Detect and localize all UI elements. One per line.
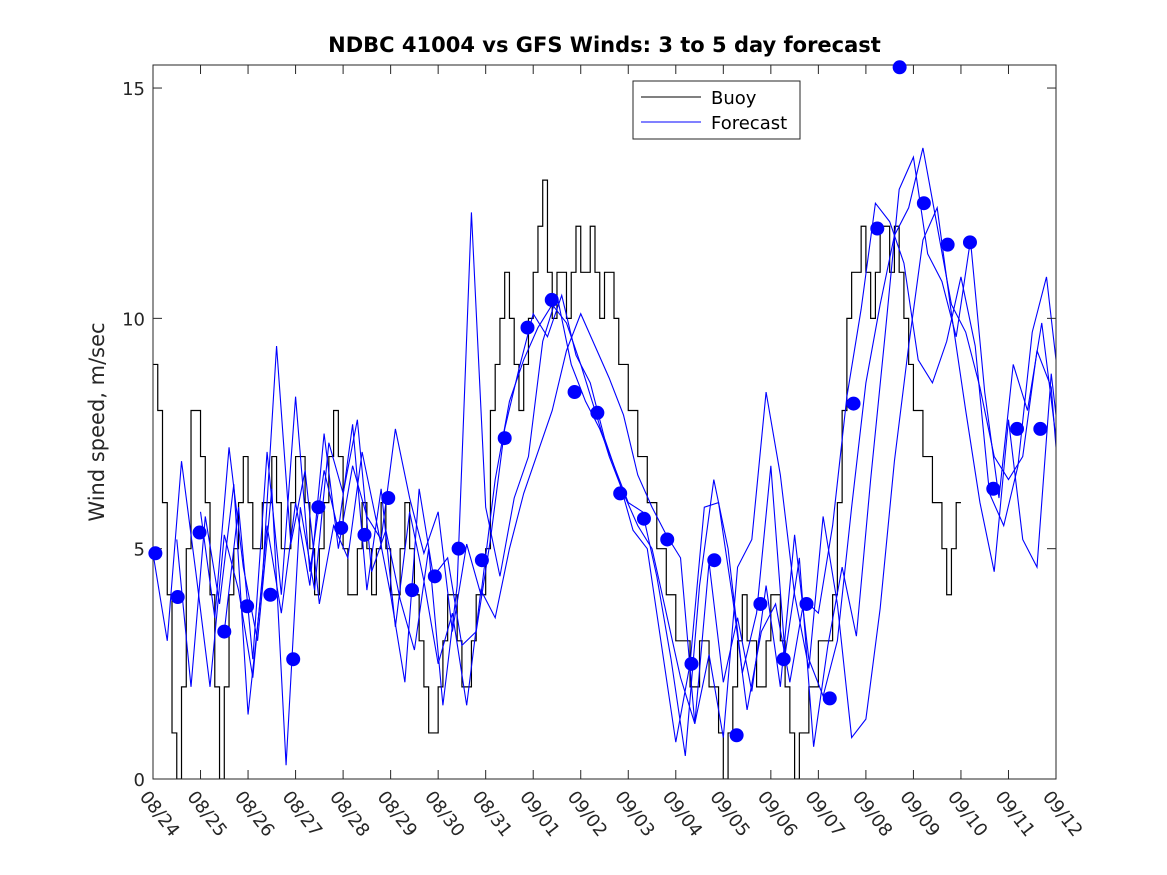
x-tick-label: 09/01 [515,787,563,841]
forecast-series-line-2 [176,201,1056,743]
forecast-marker [381,491,396,506]
forecast-marker [286,652,301,667]
forecast-marker [729,728,744,743]
forecast-marker [311,500,326,515]
forecast-marker [544,292,559,307]
x-tick-label: 08/28 [325,787,373,841]
forecast-marker [822,691,837,706]
forecast-marker [1010,421,1025,436]
legend-forecast-label: Forecast [711,113,787,134]
x-tick-label: 08/29 [373,787,421,841]
x-tick-label: 08/24 [135,787,183,841]
y-tick-label: 0 [134,770,145,791]
x-tick-label: 09/05 [705,787,753,841]
forecast-marker [497,431,512,446]
forecast-marker [962,235,977,250]
plot-area [153,147,1056,779]
y-tick-label: 5 [134,540,145,561]
x-tick-label: 09/03 [610,787,658,841]
forecast-marker [590,405,605,420]
forecast-marker [892,60,907,75]
x-tick-label: 08/31 [468,787,516,841]
forecast-marker [870,221,885,236]
forecast-marker [451,541,466,556]
forecast-marker [753,596,768,611]
forecast-marker [427,569,442,584]
forecast-series-line-4 [223,205,1056,739]
forecast-marker [940,237,955,252]
forecast-marker [707,553,722,568]
forecast-marker [799,596,814,611]
forecast-marker [357,527,372,542]
x-tick-label: 09/04 [658,787,706,841]
x-tick-label: 09/07 [800,787,848,841]
axes-box [152,64,1057,780]
legend-box [632,80,801,140]
buoy-series-line [153,179,961,779]
forecast-marker [776,652,791,667]
legend-buoy-label: Buoy [711,88,757,109]
x-tick-label: 09/06 [753,787,801,841]
forecast-marker [684,656,699,671]
forecast-marker [636,511,651,526]
x-tick-label: 08/27 [278,787,326,841]
x-tick-label: 08/26 [230,787,278,841]
y-tick-label: 15 [122,79,145,100]
forecast-marker [986,481,1001,496]
forecast-marker [405,583,420,598]
y-axis-ticks: 0 5 10 15 [122,79,1056,791]
x-tick-label: 09/02 [563,787,611,841]
forecast-marker [474,553,489,568]
axes [152,64,1057,780]
forecast-marker [916,196,931,211]
forecast-marker [217,624,232,639]
forecast-marker [846,396,861,411]
forecast-marker [192,525,207,540]
chart-title: NDBC 41004 vs GFS Winds: 3 to 5 day fore… [328,33,881,57]
forecast-marker [613,486,628,501]
forecast-marker [263,587,278,602]
forecast-marker [148,546,163,561]
forecast-marker [520,320,535,335]
forecast-marker [660,532,675,547]
y-tick-label: 10 [122,309,145,330]
x-axis-ticks: 08/24 08/25 08/26 08/27 08/28 08/29 08/30 08/31… [135,65,1087,841]
forecast-marker [567,385,582,400]
legend: Buoy Forecast [632,80,801,140]
forecast-marker [334,520,349,535]
forecast-marker [1033,421,1048,436]
x-tick-label: 09/09 [895,787,943,841]
forecast-marker [240,599,255,614]
y-axis-label: Wind speed, m/sec [85,322,109,521]
x-tick-label: 09/12 [1038,787,1086,841]
x-tick-label: 09/08 [848,787,896,841]
forecast-marker [170,590,185,605]
forecast-series-line-1 [153,147,1056,724]
x-tick-label: 08/30 [420,787,468,841]
x-tick-label: 09/10 [943,787,991,841]
x-tick-label: 09/11 [991,787,1039,841]
x-tick-label: 08/25 [183,787,231,841]
